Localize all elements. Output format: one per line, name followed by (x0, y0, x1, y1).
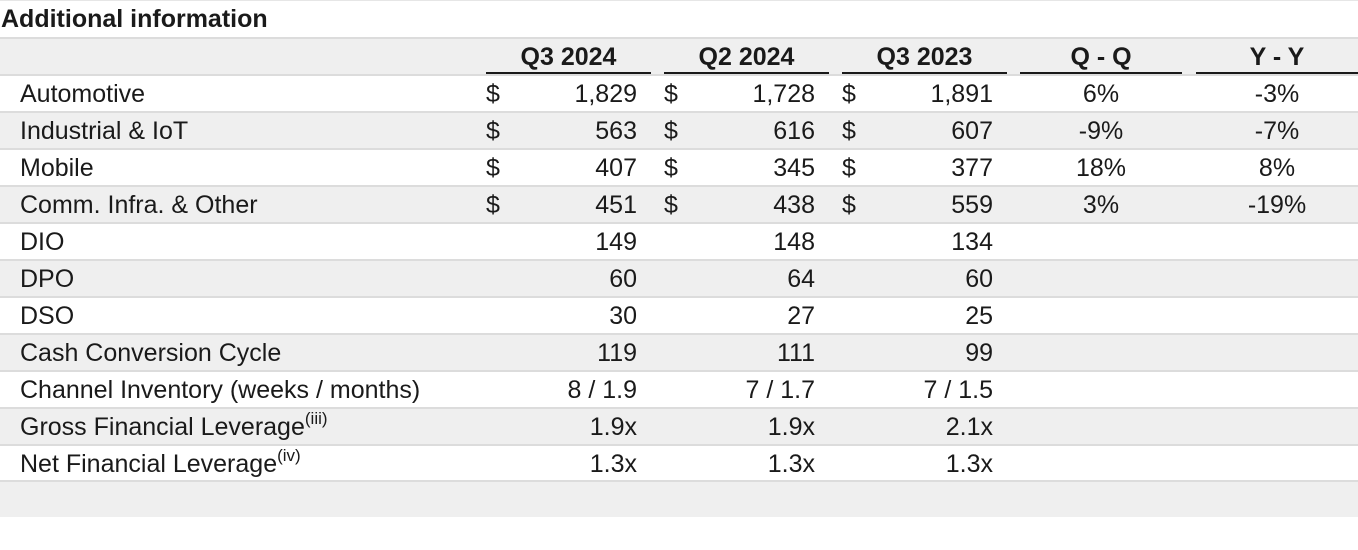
value-q-q: 18% (1075, 154, 1127, 182)
value-q2-2024: 438 (773, 191, 815, 219)
table-row: Industrial & IoT $ 563 $ 616 $ 607 -9% -… (0, 111, 1358, 148)
value-q3-2024: 119 (597, 339, 637, 367)
table-row: Gross Financial Leverage(iii) 1.9x 1.9x … (0, 407, 1358, 444)
value-q3-2023: 134 (951, 228, 993, 256)
table-row: Net Financial Leverage(iv) 1.3x 1.3x 1.3… (0, 444, 1358, 481)
currency-symbol: $ (664, 191, 678, 219)
table-footer (0, 480, 1358, 517)
value-q2-2024: 1.9x (767, 413, 815, 441)
value-q3-2024: 8 / 1.9 (567, 376, 638, 404)
header-q-q: Q - Q (1020, 39, 1182, 74)
row-label: Cash Conversion Cycle (20, 339, 282, 367)
footnote-marker: (iii) (304, 408, 328, 428)
table-row: Mobile $ 407 $ 345 $ 377 18% 8% (0, 148, 1358, 185)
value-q2-2024: 64 (787, 265, 815, 293)
value-q-q: -9% (1078, 117, 1124, 145)
currency-symbol: $ (664, 154, 678, 182)
value-q3-2024: 1.3x (589, 450, 637, 478)
currency-symbol: $ (486, 117, 500, 145)
value-q3-2024: 407 (595, 154, 637, 182)
currency-symbol: $ (486, 80, 500, 108)
currency-symbol: $ (486, 191, 500, 219)
value-q3-2024: 149 (595, 228, 637, 256)
row-label: DIO (20, 228, 65, 256)
row-label: Channel Inventory (weeks / months) (20, 376, 421, 404)
value-y-y: -7% (1254, 117, 1300, 145)
currency-symbol: $ (842, 154, 856, 182)
value-q3-2023: 2.1x (945, 413, 993, 441)
table-row: DIO 149 148 134 (0, 222, 1358, 259)
row-label-text: Gross Financial Leverage (20, 413, 305, 441)
row-label: DPO (20, 265, 75, 293)
value-q-q: 6% (1082, 80, 1120, 108)
row-label: Mobile (20, 154, 94, 182)
value-y-y: -3% (1254, 80, 1300, 108)
table-title: Additional information (0, 0, 1358, 37)
value-q3-2024: 1.9x (589, 413, 637, 441)
value-q3-2023: 7 / 1.5 (923, 376, 994, 404)
header-y-y: Y - Y (1196, 39, 1358, 74)
table-row: DSO 30 27 25 (0, 296, 1358, 333)
table-row: Channel Inventory (weeks / months) 8 / 1… (0, 370, 1358, 407)
value-q2-2024: 111 (776, 339, 815, 367)
value-q2-2024: 345 (773, 154, 815, 182)
value-q3-2023: 60 (965, 265, 993, 293)
row-label: DSO (20, 302, 75, 330)
currency-symbol: $ (664, 117, 678, 145)
value-q2-2024: 1.3x (767, 450, 815, 478)
value-q3-2024: 563 (595, 117, 637, 145)
currency-symbol: $ (842, 80, 856, 108)
value-q3-2023: 25 (965, 302, 993, 330)
value-q3-2023: 99 (965, 339, 993, 367)
table-row: DPO 60 64 60 (0, 259, 1358, 296)
table-row: Automotive $ 1,829 $ 1,728 $ 1,891 6% -3… (0, 74, 1358, 111)
currency-symbol: $ (842, 191, 856, 219)
value-q3-2023: 1.3x (945, 450, 993, 478)
row-label: Comm. Infra. & Other (20, 191, 258, 219)
value-q3-2023: 377 (951, 154, 993, 182)
table-row: Cash Conversion Cycle 119 111 99 (0, 333, 1358, 370)
row-label: Gross Financial Leverage(iii) (20, 409, 328, 444)
value-y-y: 8% (1258, 154, 1296, 182)
value-q3-2024: 30 (609, 302, 637, 330)
footnote-marker: (iv) (277, 445, 301, 465)
currency-symbol: $ (842, 117, 856, 145)
header-q3-2024: Q3 2024 (486, 39, 651, 74)
table-row: Comm. Infra. & Other $ 451 $ 438 $ 559 3… (0, 185, 1358, 222)
row-label: Net Financial Leverage(iv) (20, 446, 301, 481)
currency-symbol: $ (486, 154, 500, 182)
value-q2-2024: 616 (773, 117, 815, 145)
header-q2-2024: Q2 2024 (664, 39, 829, 74)
value-q3-2024: 1,829 (574, 80, 637, 108)
row-label: Industrial & IoT (20, 117, 189, 145)
value-q3-2024: 451 (595, 191, 637, 219)
row-label-text: Net Financial Leverage (20, 450, 278, 478)
value-q3-2023: 1,891 (930, 80, 993, 108)
header-row: Q3 2024 Q2 2024 Q3 2023 Q - Q Y - Y (0, 37, 1358, 74)
value-y-y: -19% (1247, 191, 1307, 219)
value-q2-2024: 148 (773, 228, 815, 256)
header-q3-2023: Q3 2023 (842, 39, 1007, 74)
value-q3-2024: 60 (609, 265, 637, 293)
value-q3-2023: 607 (951, 117, 993, 145)
value-q2-2024: 7 / 1.7 (745, 376, 816, 404)
currency-symbol: $ (664, 80, 678, 108)
value-q2-2024: 1,728 (752, 80, 815, 108)
value-q2-2024: 27 (787, 302, 815, 330)
value-q-q: 3% (1082, 191, 1120, 219)
value-q3-2023: 559 (951, 191, 993, 219)
row-label: Automotive (20, 80, 146, 108)
